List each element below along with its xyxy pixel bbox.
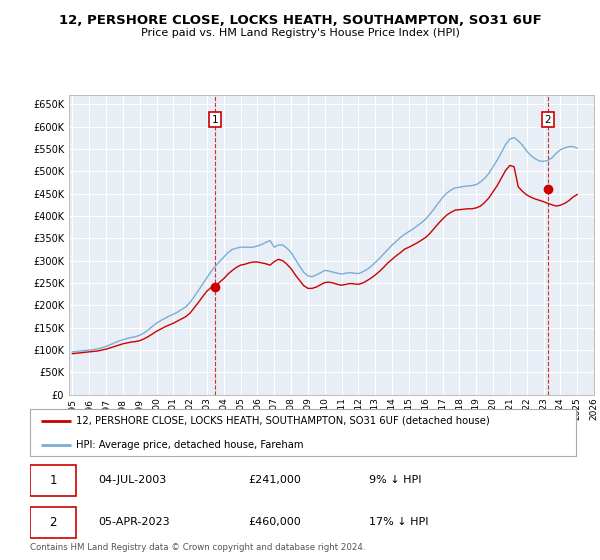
- Text: £241,000: £241,000: [248, 475, 301, 485]
- Text: 1: 1: [212, 115, 219, 125]
- Text: 12, PERSHORE CLOSE, LOCKS HEATH, SOUTHAMPTON, SO31 6UF: 12, PERSHORE CLOSE, LOCKS HEATH, SOUTHAM…: [59, 14, 541, 27]
- Text: 2: 2: [49, 516, 57, 529]
- Text: Contains HM Land Registry data © Crown copyright and database right 2024.: Contains HM Land Registry data © Crown c…: [30, 543, 365, 552]
- Text: 04-JUL-2003: 04-JUL-2003: [98, 475, 167, 485]
- Text: 9% ↓ HPI: 9% ↓ HPI: [368, 475, 421, 485]
- Text: 1: 1: [49, 474, 57, 487]
- Text: Price paid vs. HM Land Registry's House Price Index (HPI): Price paid vs. HM Land Registry's House …: [140, 28, 460, 38]
- Text: 17% ↓ HPI: 17% ↓ HPI: [368, 517, 428, 527]
- FancyBboxPatch shape: [30, 465, 76, 496]
- Text: HPI: Average price, detached house, Fareham: HPI: Average price, detached house, Fare…: [76, 440, 304, 450]
- Text: 05-APR-2023: 05-APR-2023: [98, 517, 170, 527]
- Text: 2: 2: [544, 115, 551, 125]
- FancyBboxPatch shape: [30, 507, 76, 538]
- Text: £460,000: £460,000: [248, 517, 301, 527]
- Text: 12, PERSHORE CLOSE, LOCKS HEATH, SOUTHAMPTON, SO31 6UF (detached house): 12, PERSHORE CLOSE, LOCKS HEATH, SOUTHAM…: [76, 416, 490, 426]
